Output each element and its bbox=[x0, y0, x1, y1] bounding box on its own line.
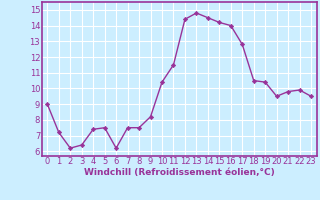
X-axis label: Windchill (Refroidissement éolien,°C): Windchill (Refroidissement éolien,°C) bbox=[84, 168, 275, 177]
